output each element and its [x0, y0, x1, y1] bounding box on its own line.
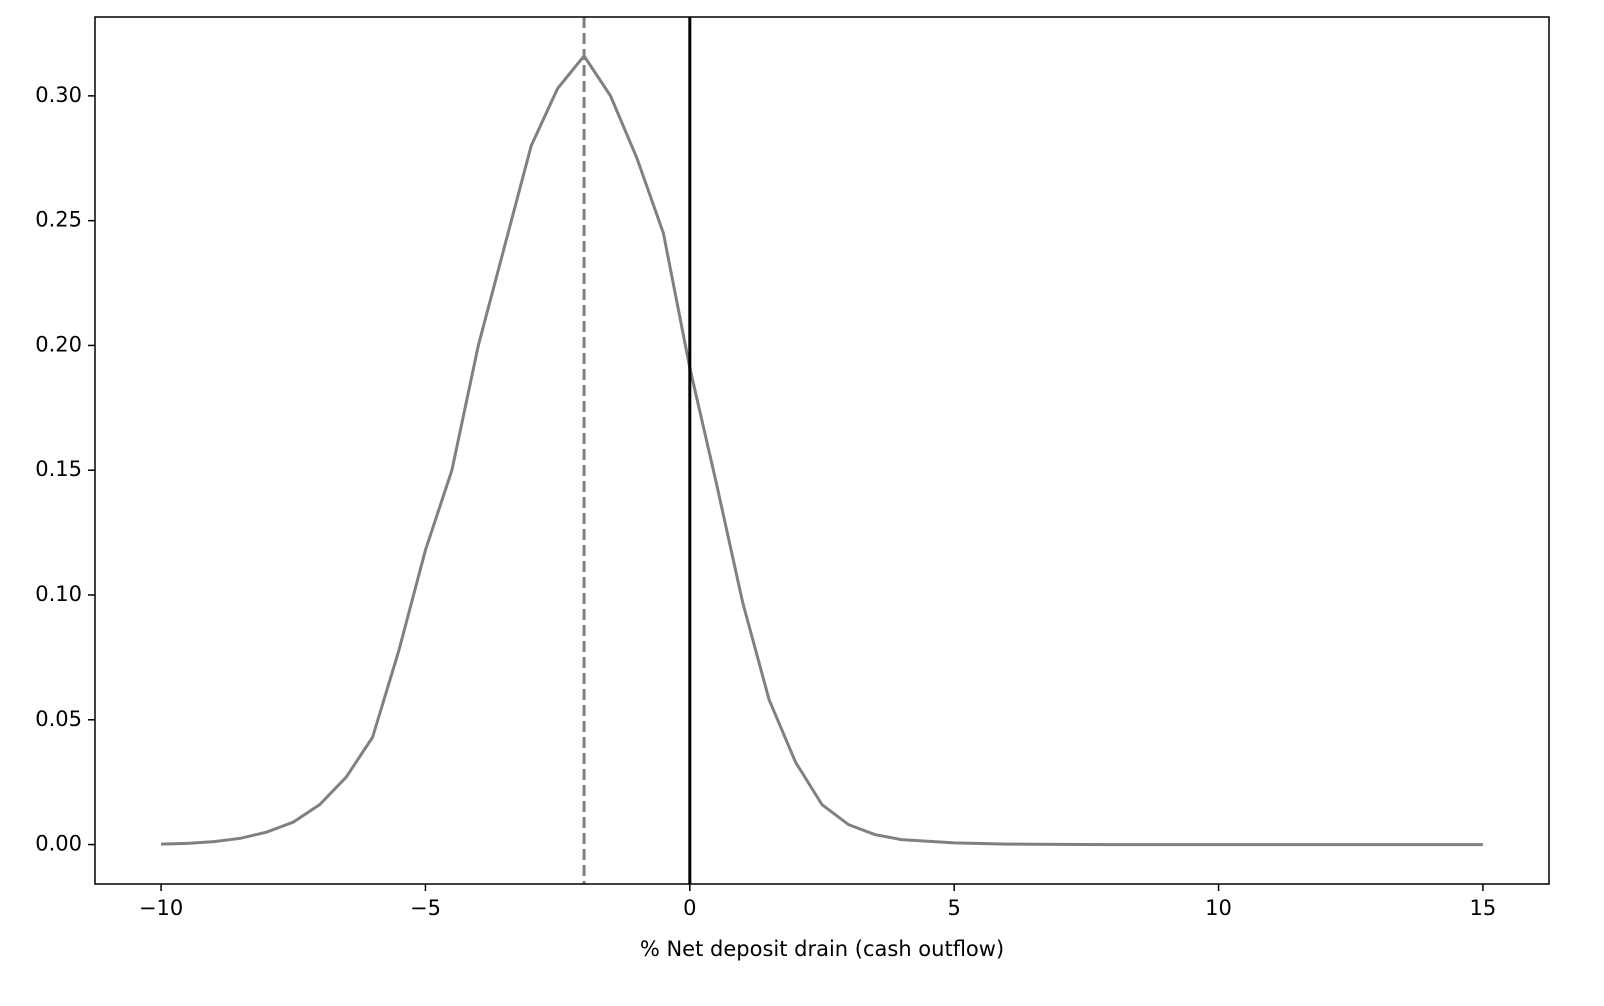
x-tick-label: 0 [683, 896, 696, 920]
y-tick-label: 0.10 [35, 582, 82, 606]
x-tick-label: 15 [1470, 896, 1497, 920]
x-tick-label: −5 [410, 896, 441, 920]
x-tick-label: 5 [947, 896, 960, 920]
x-tick-label: 10 [1205, 896, 1232, 920]
y-tick-label: 0.25 [35, 208, 82, 232]
x-tick-label: −10 [139, 896, 183, 920]
y-tick-label: 0.20 [35, 332, 82, 356]
y-tick-label: 0.00 [35, 832, 82, 856]
y-tick-label: 0.15 [35, 457, 82, 481]
line-series [161, 53, 1483, 847]
plot-frame [94, 16, 1550, 885]
x-axis-label: % Net deposit drain (cash outflow) [640, 937, 1004, 961]
y-tick-label: 0.30 [35, 83, 82, 107]
y-tick-label: 0.05 [35, 707, 82, 731]
